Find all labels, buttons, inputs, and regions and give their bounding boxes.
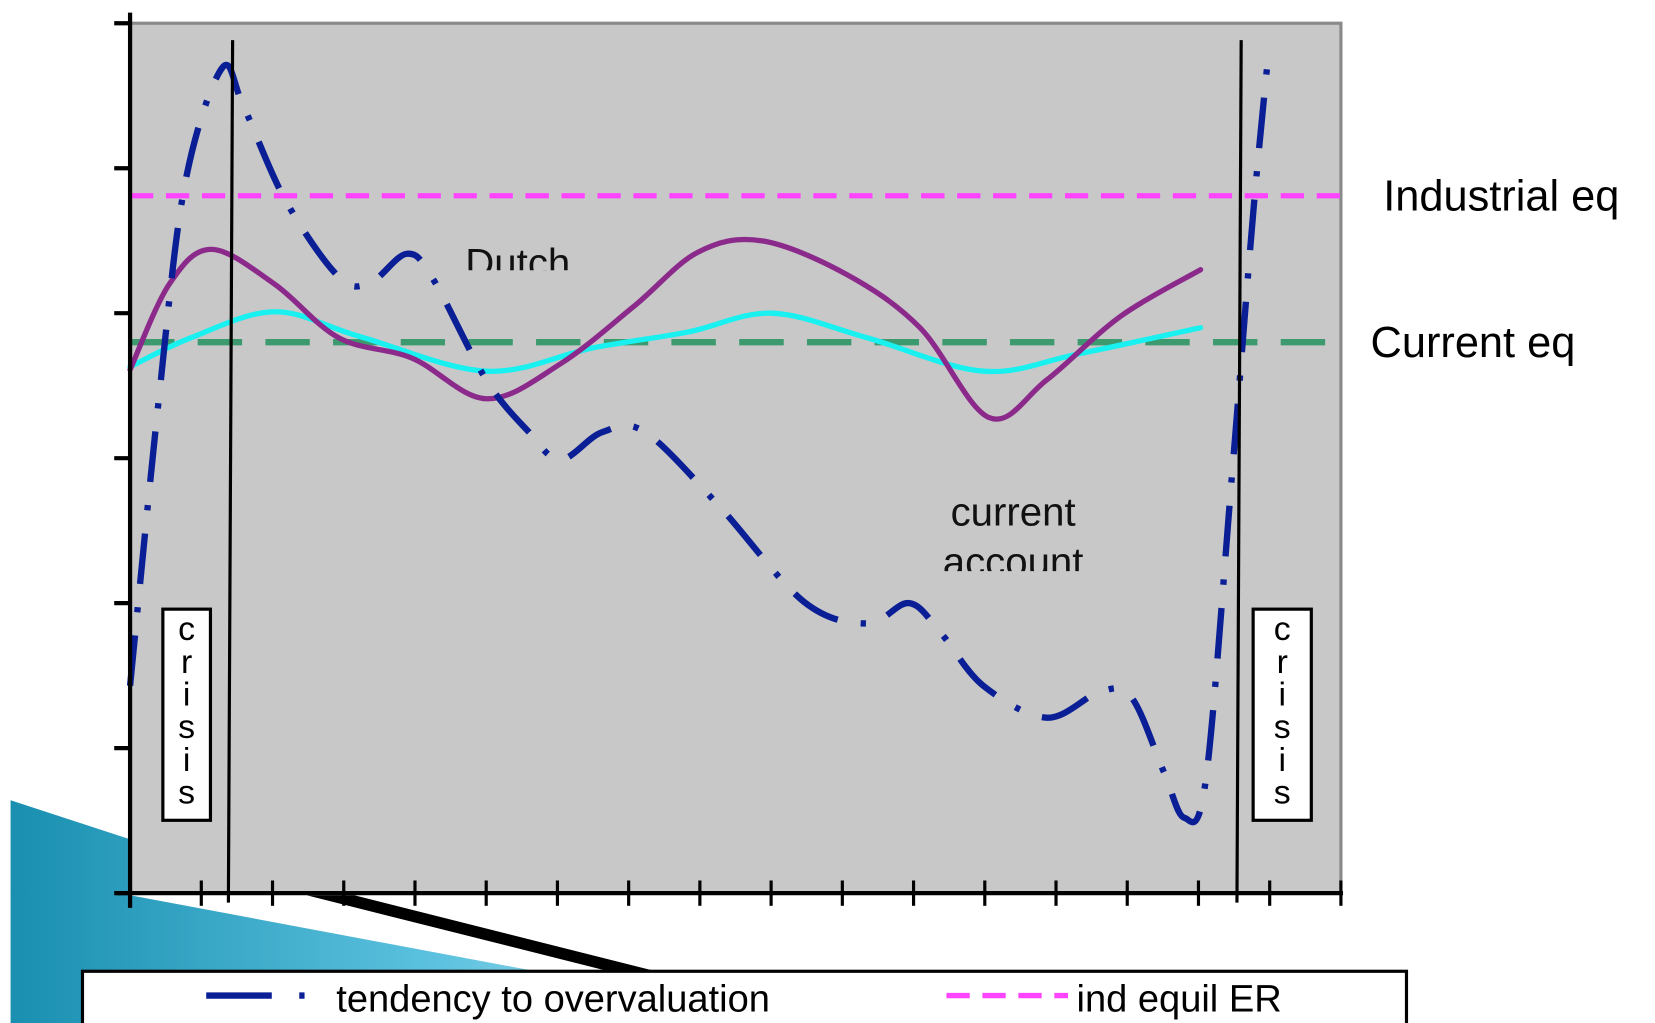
annotation: Dutch <box>465 241 570 286</box>
crisis-box <box>161 607 213 822</box>
series-line <box>126 47 1273 826</box>
annotation: current <box>951 490 1076 535</box>
series-line <box>127 309 1204 375</box>
crisis-label: crisis <box>1263 610 1301 806</box>
line-label: Current eq <box>1371 319 1576 367</box>
crisis-box <box>1251 607 1313 822</box>
plot-area <box>128 21 1343 895</box>
annotation: account <box>943 539 1084 584</box>
legend-label: tendency to overvaluation <box>336 978 770 1020</box>
legend-label: ind equil ER <box>1077 978 1282 1020</box>
crisis-label: crisis <box>168 610 206 806</box>
decoration <box>10 800 868 1023</box>
line-label: Industrial eq <box>1383 173 1619 221</box>
series-line <box>127 236 1204 422</box>
crisis-divider <box>226 40 235 903</box>
crisis-divider <box>1235 40 1243 903</box>
